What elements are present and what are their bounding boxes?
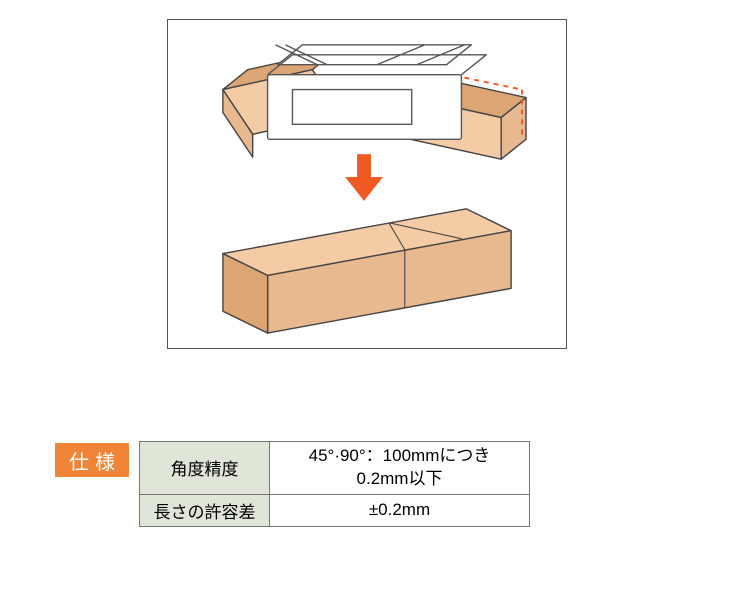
spec-label: 長さの許容差	[140, 494, 270, 526]
spec-section: 仕様 角度精度45°·90°：100mmにつき0.2mm以下長さの許容差±0.2…	[55, 441, 530, 527]
illustration	[168, 20, 566, 348]
illustration-frame	[167, 19, 567, 349]
spec-value: 45°·90°：100mmにつき0.2mm以下	[270, 442, 530, 495]
spec-badge: 仕様	[55, 443, 129, 477]
page: 仕様 角度精度45°·90°：100mmにつき0.2mm以下長さの許容差±0.2…	[0, 0, 750, 599]
table-row: 角度精度45°·90°：100mmにつき0.2mm以下	[140, 442, 530, 495]
miter-box-jig	[268, 45, 487, 139]
spec-label: 角度精度	[140, 442, 270, 495]
down-arrow	[345, 154, 383, 201]
bottom-joined-block	[223, 209, 511, 333]
table-row: 長さの許容差±0.2mm	[140, 494, 530, 526]
spec-table: 角度精度45°·90°：100mmにつき0.2mm以下長さの許容差±0.2mm	[139, 441, 530, 527]
spec-value: ±0.2mm	[270, 494, 530, 526]
